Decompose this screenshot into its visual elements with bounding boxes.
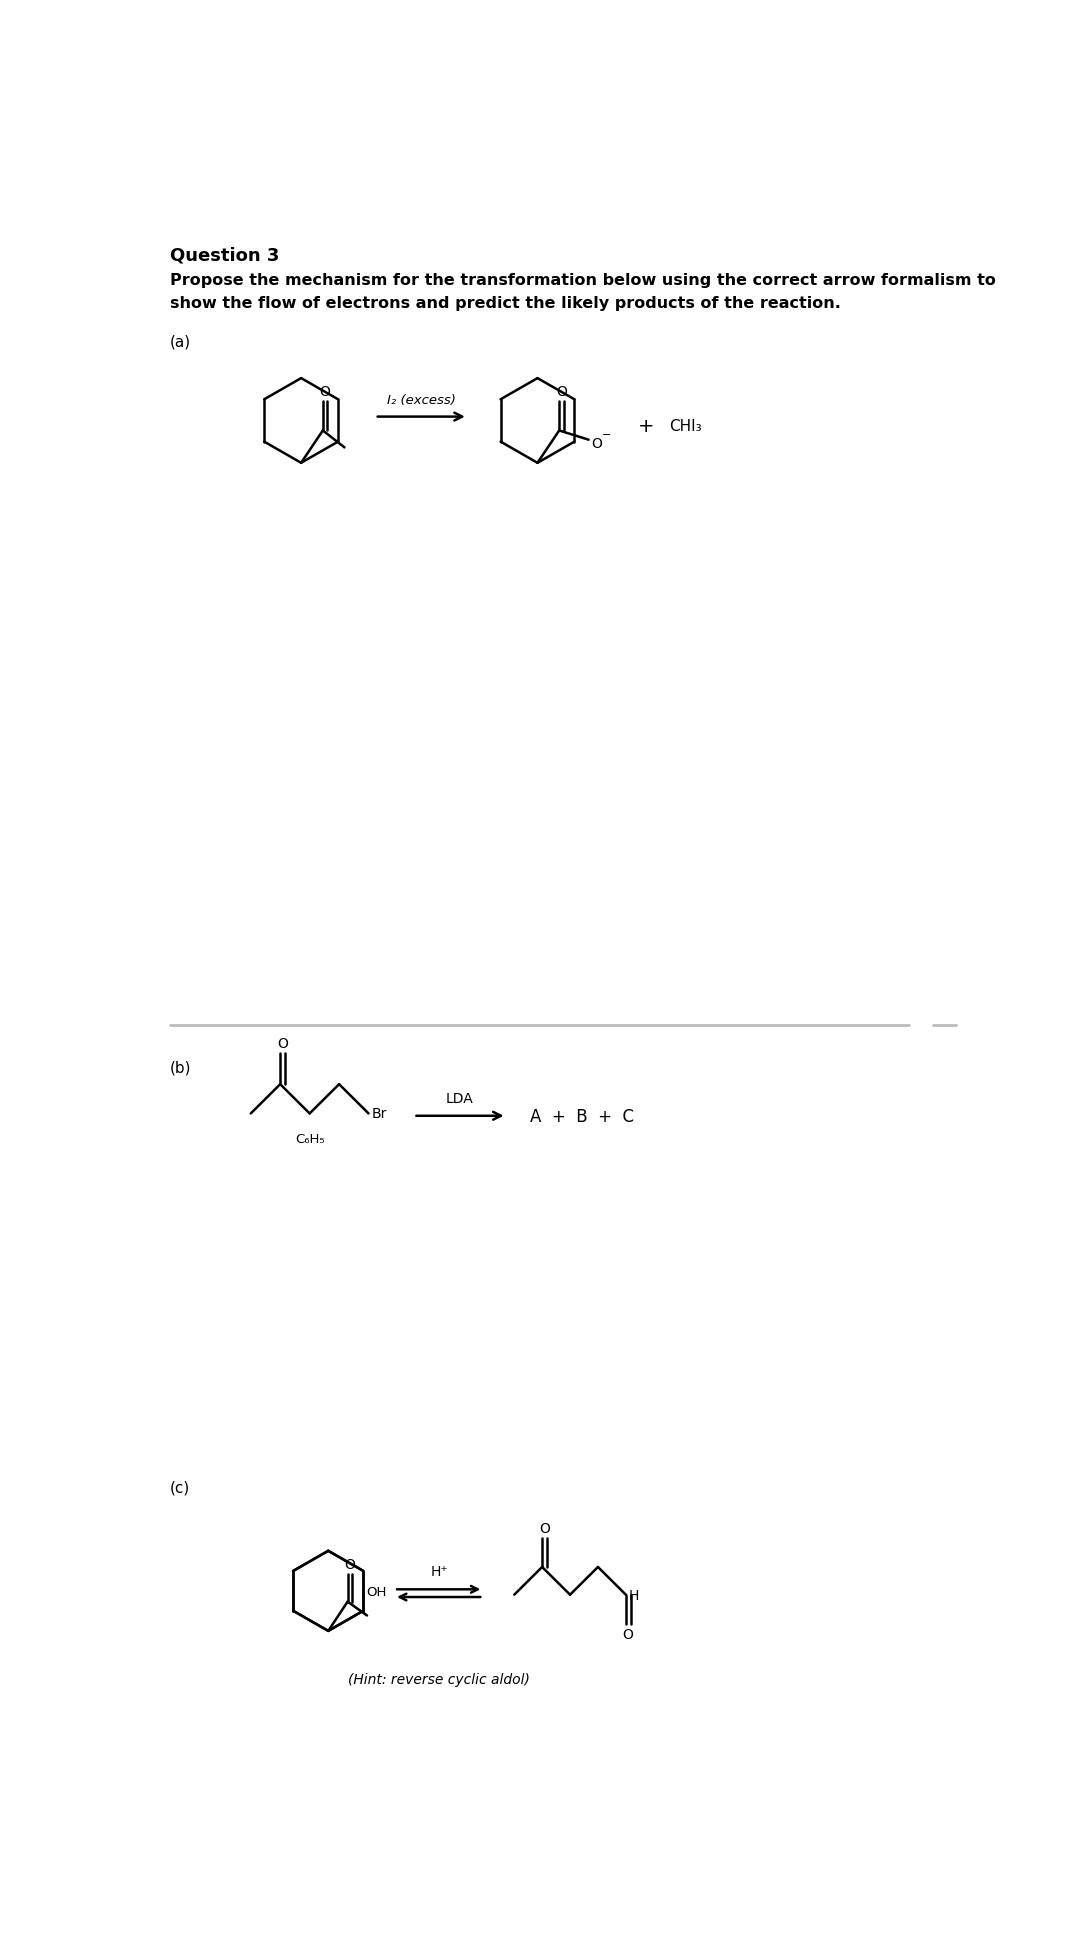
Text: O: O — [623, 1627, 634, 1640]
Text: C₆H₅: C₆H₅ — [295, 1132, 325, 1146]
Text: O: O — [344, 1557, 355, 1571]
Text: −: − — [601, 429, 611, 440]
Text: H⁺: H⁺ — [430, 1565, 448, 1578]
Text: O: O — [539, 1520, 550, 1536]
Text: O: O — [591, 436, 601, 450]
Text: (Hint: reverse cyclic aldol): (Hint: reverse cyclic aldol) — [349, 1671, 530, 1685]
Text: Propose the mechanism for the transformation below using the correct arrow forma: Propose the mechanism for the transforma… — [170, 273, 996, 287]
Text: I₂ (excess): I₂ (excess) — [386, 394, 456, 407]
Text: O: O — [556, 386, 567, 399]
Text: Question 3: Question 3 — [170, 246, 280, 264]
Text: O: O — [278, 1037, 288, 1051]
Text: (c): (c) — [170, 1479, 190, 1495]
Text: (a): (a) — [170, 334, 192, 349]
Text: A  +  B  +  C: A + B + C — [529, 1107, 634, 1125]
Text: OH: OH — [366, 1584, 386, 1598]
Text: CHI₃: CHI₃ — [669, 419, 702, 434]
Text: Br: Br — [371, 1107, 387, 1121]
Text: (b): (b) — [170, 1061, 192, 1074]
Text: H: H — [629, 1588, 639, 1602]
Text: LDA: LDA — [447, 1092, 473, 1105]
Text: O: O — [320, 386, 330, 399]
Text: +: + — [638, 417, 654, 436]
Text: show the flow of electrons and predict the likely products of the reaction.: show the flow of electrons and predict t… — [170, 297, 841, 310]
